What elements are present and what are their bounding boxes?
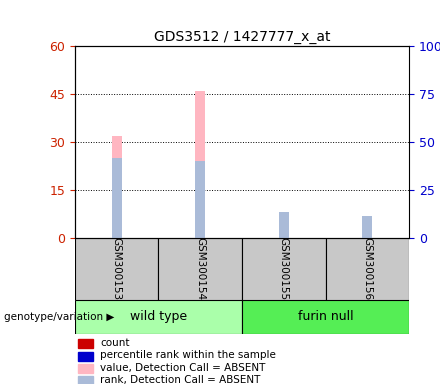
Text: GSM300154: GSM300154 xyxy=(195,237,205,300)
Text: genotype/variation ▶: genotype/variation ▶ xyxy=(4,312,115,322)
Bar xyxy=(112,136,121,238)
Text: furin null: furin null xyxy=(298,310,353,323)
Bar xyxy=(75,300,242,334)
Bar xyxy=(363,222,372,238)
Text: count: count xyxy=(100,338,129,348)
Bar xyxy=(78,376,93,384)
Bar xyxy=(279,212,289,238)
Title: GDS3512 / 1427777_x_at: GDS3512 / 1427777_x_at xyxy=(154,30,330,44)
Bar xyxy=(158,238,242,300)
Text: GSM300153: GSM300153 xyxy=(112,237,121,300)
Bar xyxy=(195,91,205,238)
Bar xyxy=(78,364,93,373)
Text: percentile rank within the sample: percentile rank within the sample xyxy=(100,350,276,360)
Bar xyxy=(326,238,409,300)
Text: value, Detection Call = ABSENT: value, Detection Call = ABSENT xyxy=(100,362,265,372)
Bar xyxy=(279,225,289,238)
Bar xyxy=(195,161,205,238)
Bar xyxy=(78,339,93,348)
Bar xyxy=(242,300,409,334)
Bar xyxy=(112,158,121,238)
Text: wild type: wild type xyxy=(130,310,187,323)
Text: GSM300155: GSM300155 xyxy=(279,237,289,300)
Bar xyxy=(78,352,93,361)
Bar xyxy=(75,238,158,300)
Bar xyxy=(363,216,372,238)
Bar xyxy=(242,238,326,300)
Text: rank, Detection Call = ABSENT: rank, Detection Call = ABSENT xyxy=(100,374,260,384)
Text: GSM300156: GSM300156 xyxy=(363,237,372,300)
